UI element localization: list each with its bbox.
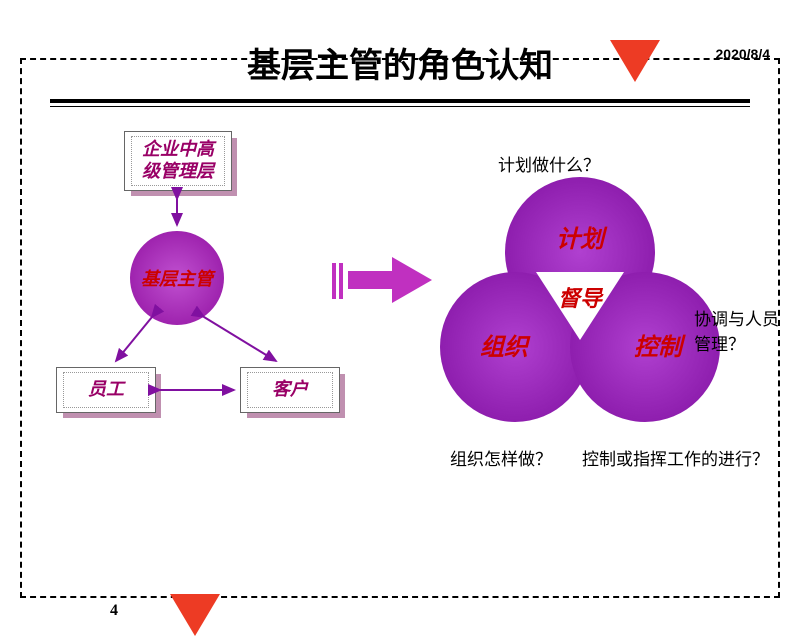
question-coordinate: 协调与人员管理？	[694, 305, 794, 355]
question-control: 控制或指挥工作的进行？	[582, 445, 769, 470]
question-plan: 计划做什么？	[498, 151, 600, 176]
circle-supervisor: 基层主管	[130, 231, 224, 325]
box-top-label: 企业中高级管理层	[131, 136, 225, 186]
box-employee: 员工	[56, 367, 156, 413]
box-top-management: 企业中高级管理层	[124, 131, 232, 191]
box-customer: 客户	[240, 367, 340, 413]
circle-supervisor-label: 基层主管	[141, 265, 213, 291]
venn-label-supervise: 督导	[558, 281, 602, 313]
triangle-decoration-top	[610, 40, 660, 82]
arrow-pause-icon	[332, 263, 336, 299]
venn-label-organize: 组织	[480, 327, 528, 362]
date-label: 2020/8/4	[716, 46, 771, 62]
box-employee-label: 员工	[63, 372, 149, 408]
venn-label-plan: 计划	[556, 219, 604, 254]
venn-label-control: 控制	[634, 327, 682, 362]
diagram-canvas: 企业中高级管理层 员工 客户 基层主管 计划 组织 控制 督导 计划做什么？ 协…	[0, 107, 800, 537]
venn-diagram: 计划 组织 控制 督导	[440, 177, 720, 437]
page-number: 4	[110, 602, 118, 620]
triangle-decoration-bottom	[170, 594, 220, 636]
box-customer-label: 客户	[247, 372, 333, 408]
question-organize: 组织怎样做？	[450, 445, 552, 470]
big-arrow-icon	[348, 257, 438, 303]
